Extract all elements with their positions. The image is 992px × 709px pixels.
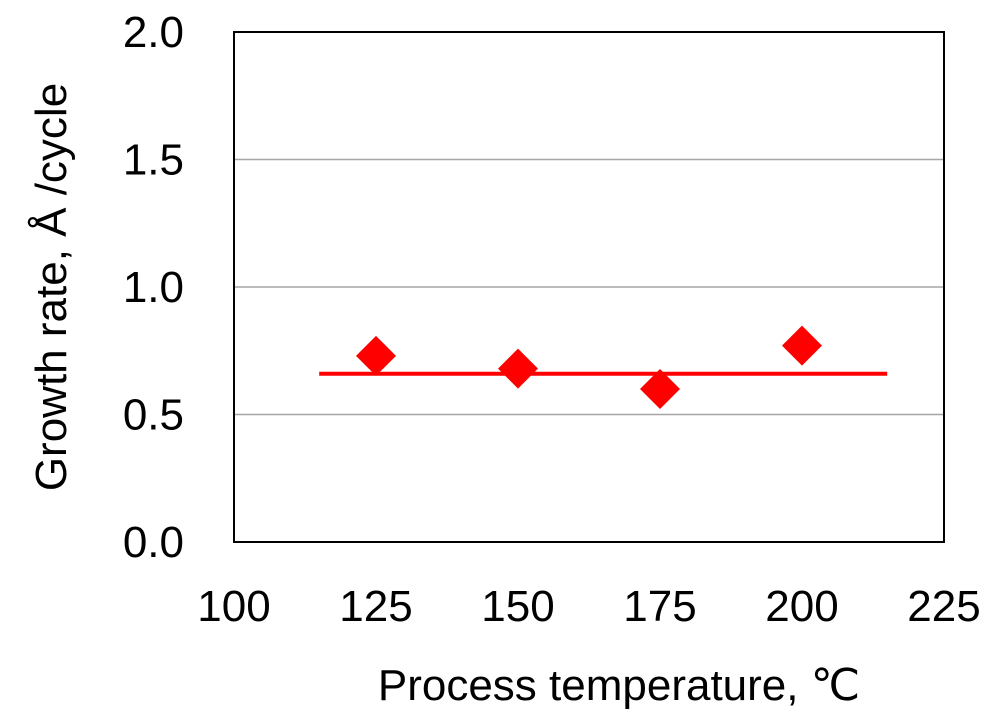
y-tick-label: 0.5 xyxy=(123,391,184,440)
plot-area-frame xyxy=(233,31,945,543)
y-tick-label: 1.0 xyxy=(123,263,184,312)
data-point-diamond xyxy=(640,369,680,409)
y-tick-label: 2.0 xyxy=(123,8,184,57)
data-point-diamond xyxy=(782,325,822,366)
x-axis-title: Process temperature, ℃ xyxy=(378,661,860,709)
data-points xyxy=(356,325,822,409)
x-tick-label: 100 xyxy=(197,582,270,631)
y-axis-title: Growth rate, Å /cycle xyxy=(27,83,76,491)
data-point-diamond xyxy=(498,348,538,389)
y-axis-tick-labels: 0.0 0.5 1.0 1.5 2.0 xyxy=(123,8,184,567)
x-tick-label: 175 xyxy=(623,582,696,631)
x-axis-tick-labels: 100 125 150 175 200 225 xyxy=(197,582,980,631)
x-tick-label: 225 xyxy=(907,582,980,631)
data-point-diamond xyxy=(356,335,396,376)
x-tick-label: 125 xyxy=(339,582,412,631)
gridlines xyxy=(234,158,944,416)
x-tick-label: 200 xyxy=(765,582,838,631)
y-tick-label: 1.5 xyxy=(123,136,184,185)
x-tick-label: 150 xyxy=(481,582,554,631)
y-tick-label: 0.0 xyxy=(123,518,184,567)
